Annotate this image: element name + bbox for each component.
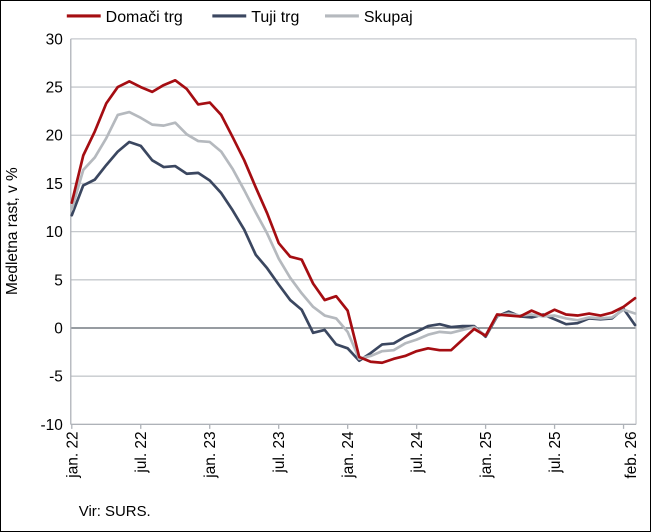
legend-item: Domači trg — [66, 9, 183, 26]
y-tick-label: 30 — [46, 31, 63, 48]
y-axis-tick-labels: -10 -5 0 5 10 15 20 25 30 — [40, 31, 62, 434]
x-axis-tick-labels: jan. 22 jul. 22 jan. 23 jul. 23 jan. 24 jul. … — [64, 431, 640, 479]
x-tick-label: jul. 24 — [409, 431, 426, 474]
x-tick-label: jul. 23 — [271, 431, 288, 473]
y-tick-label: -10 — [40, 417, 62, 434]
legend-label: Skupaj — [364, 9, 413, 26]
y-tick-label: 10 — [46, 224, 63, 241]
legend-label: Domači trg — [106, 9, 183, 26]
y-tick-label: 20 — [46, 128, 63, 145]
series-line-skupaj — [70, 110, 637, 361]
x-tick-label: jan. 22 — [64, 431, 81, 478]
y-axis-title: Medletna rast, v % — [4, 167, 21, 295]
y-tick-label: -5 — [49, 369, 63, 386]
y-tick-label: 15 — [46, 176, 63, 193]
source-note: Vir: SURS. — [79, 503, 151, 520]
series-lines — [70, 78, 637, 365]
y-tick-label: 0 — [54, 320, 63, 337]
legend-label: Tuji trg — [251, 9, 299, 26]
legend: Domači trg Tuji trg Skupaj — [66, 9, 413, 26]
x-tick-label: feb. 26 — [623, 431, 640, 478]
legend-item: Skupaj — [325, 9, 413, 26]
x-tick-label: jan. 25 — [478, 431, 495, 478]
gridlines — [70, 38, 637, 426]
x-tick-label: jul. 25 — [547, 431, 564, 473]
x-tick-label: jul. 22 — [133, 431, 150, 473]
axes — [70, 38, 637, 429]
y-tick-label: 25 — [46, 80, 63, 97]
y-tick-label: 5 — [54, 272, 63, 289]
series-line-doma-i-trg — [70, 78, 637, 365]
x-tick-label: jan. 24 — [340, 431, 357, 479]
x-tick-label: jan. 23 — [202, 431, 219, 478]
legend-item: Tuji trg — [212, 9, 299, 26]
